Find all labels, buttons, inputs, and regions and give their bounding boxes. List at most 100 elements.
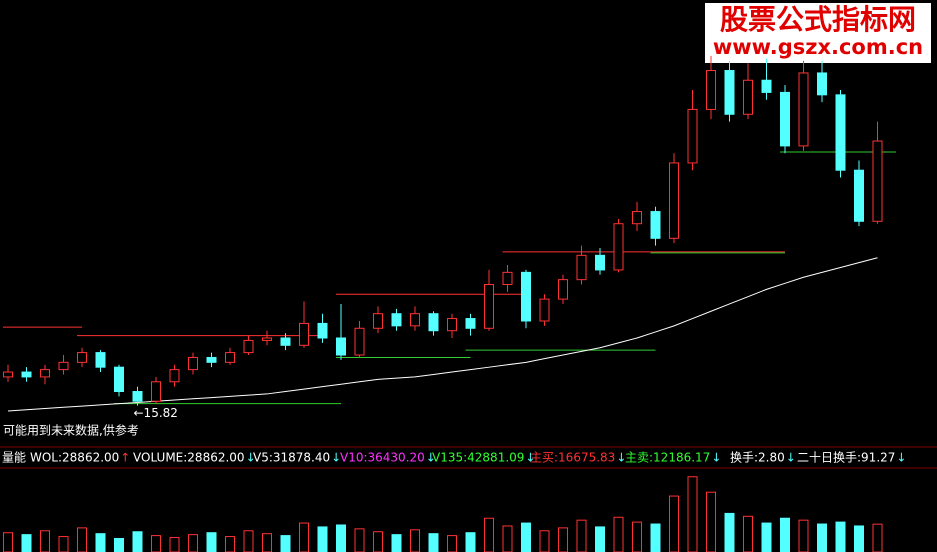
note: 可能用到未来数据,供参考 xyxy=(3,423,139,438)
candle-body xyxy=(95,352,106,368)
candle-body xyxy=(835,94,846,171)
volume-bar xyxy=(21,534,32,552)
candle-body xyxy=(373,313,383,329)
indicator-value: VOLUME:28862.00 xyxy=(133,451,245,465)
volume-bar xyxy=(188,534,198,552)
indicator-value: V135:42881.09 xyxy=(432,451,524,465)
candle-body xyxy=(521,271,531,322)
volume-bar xyxy=(687,476,698,552)
indicator-arrow: ↓ xyxy=(786,451,796,465)
volume-bar xyxy=(410,529,420,552)
indicator-row: WOL:28862.00 ↑ VOLUME:28862.00 ↓V5:31878.40… xyxy=(30,451,906,465)
volume-bar xyxy=(780,517,790,552)
candle-body xyxy=(706,70,716,110)
volume-bar xyxy=(169,537,180,552)
volume-bar xyxy=(373,531,383,552)
candle-body xyxy=(632,211,642,225)
candle-body xyxy=(132,391,143,402)
volume-bar xyxy=(502,525,513,552)
candle-body xyxy=(354,327,365,356)
volume-bar xyxy=(336,524,346,552)
candle-body xyxy=(465,318,476,329)
candle-body xyxy=(299,322,309,346)
volume-bar xyxy=(391,534,402,552)
watermark-box xyxy=(705,3,931,63)
watermark-url: www.gszx.com.cn xyxy=(713,35,923,59)
volume-bar xyxy=(428,533,439,552)
candle-body xyxy=(484,284,494,329)
candle-body xyxy=(817,72,827,96)
candle-body xyxy=(317,322,328,339)
indicator-arrow: ↓ xyxy=(525,451,535,465)
candle-body xyxy=(188,356,198,371)
volume-bar xyxy=(206,532,217,552)
candle-body xyxy=(280,337,291,346)
candle-body xyxy=(780,91,790,147)
volume-bar xyxy=(854,525,864,552)
candle-body xyxy=(77,352,87,363)
volume-bar xyxy=(872,523,883,552)
indicator-value: 主买:16675.83 xyxy=(530,451,615,465)
candle-body xyxy=(262,337,272,341)
indicator-value: WOL:28862.00 xyxy=(30,451,119,465)
candle-body xyxy=(151,381,161,402)
candle-body xyxy=(225,352,235,363)
volume-bar xyxy=(225,536,235,552)
volume-bar xyxy=(706,491,716,552)
volume-bar xyxy=(243,530,254,552)
volume-bar xyxy=(632,521,642,552)
volume-bar xyxy=(558,527,568,552)
indicator-value: 二十日换手:91.27 xyxy=(797,451,895,465)
candle-body xyxy=(650,211,661,239)
indicator-value: V5:31878.40 xyxy=(253,451,330,465)
indicator-arrow: ↓ xyxy=(331,451,341,465)
volume-bar xyxy=(262,533,272,552)
volume-bar xyxy=(484,517,494,552)
candle-body xyxy=(447,318,457,332)
volume-bar xyxy=(280,535,291,552)
volume-bar xyxy=(132,531,143,552)
volume-bar xyxy=(761,522,772,552)
volume-bar xyxy=(521,522,531,552)
volume-bar xyxy=(798,519,809,552)
volume-bar xyxy=(354,528,365,552)
candle-body xyxy=(336,337,346,356)
candle-body xyxy=(3,371,13,378)
indicator-arrow: ↓ xyxy=(616,451,626,465)
candle-body xyxy=(428,313,439,332)
candle-body xyxy=(21,371,32,378)
candle-body xyxy=(595,254,605,271)
candle-body xyxy=(576,254,587,281)
volume-bar xyxy=(539,530,550,552)
candle-body xyxy=(669,162,679,239)
volume-bar xyxy=(3,532,13,552)
candle-body xyxy=(872,140,883,222)
candle-body xyxy=(58,361,69,371)
candle-body xyxy=(410,313,420,327)
candle-body xyxy=(169,369,180,383)
candle-body xyxy=(761,79,772,93)
volume-bar xyxy=(317,526,328,552)
indicator-arrow: ↓ xyxy=(426,451,436,465)
volume-bar xyxy=(835,521,846,552)
volume-bar xyxy=(95,533,106,552)
volume-bar xyxy=(724,512,735,552)
watermark-title: 股票公式指标网 xyxy=(720,3,916,36)
indicator-arrow: ↑ xyxy=(120,451,130,465)
volume-bar xyxy=(650,523,661,552)
low-label: ←15.82 xyxy=(134,406,178,420)
candle-body xyxy=(391,313,402,327)
volume-bar xyxy=(40,530,50,552)
indicator-title: 量能 xyxy=(2,451,26,465)
volume-bar xyxy=(58,536,69,552)
candle-body xyxy=(743,79,753,115)
volume-bar xyxy=(114,537,124,552)
candle-body xyxy=(724,70,735,115)
candle-body xyxy=(502,271,513,286)
candle-body xyxy=(206,356,217,363)
volume-bar xyxy=(447,535,457,552)
candle-body xyxy=(854,169,864,222)
volume-bar xyxy=(465,532,476,552)
